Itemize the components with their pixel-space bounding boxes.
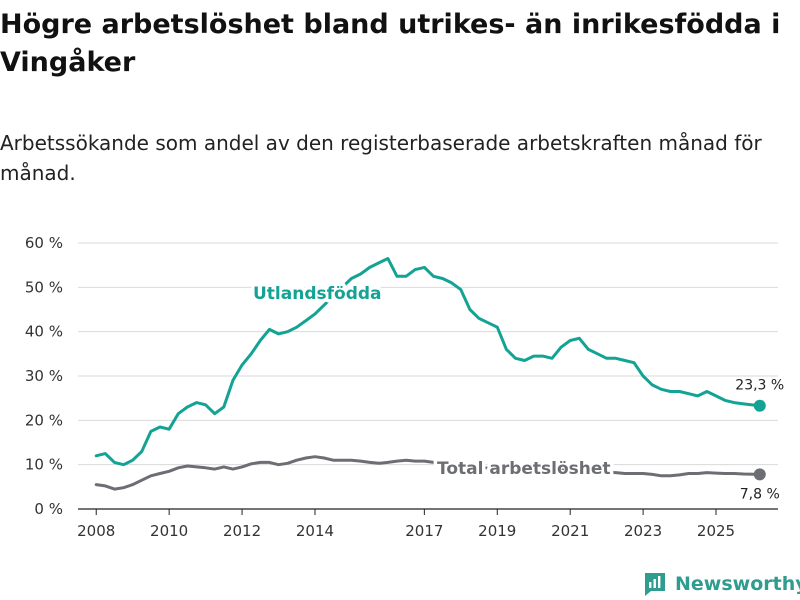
x-tick-label: 2021 xyxy=(551,522,589,540)
brand-footer: Newsworthy xyxy=(643,568,800,600)
x-axis: 2008 2010 2012 2014 2017 2019 2021 2023 2025 xyxy=(77,508,778,540)
y-tick-label: 30 % xyxy=(25,367,63,385)
x-tick-label: 2010 xyxy=(150,522,188,540)
y-tick-label: 40 % xyxy=(25,323,63,341)
series-line-total xyxy=(94,455,762,491)
line-chart: 0 % 10 % 20 % 30 % 40 % 50 % 60 % 2008 2010 2012… xyxy=(25,234,785,540)
y-tick-label: 10 % xyxy=(25,456,63,474)
x-tick-label: 2017 xyxy=(405,522,443,540)
series-line-utlandsfodda xyxy=(94,257,762,467)
x-tick-label: 2008 xyxy=(77,522,115,540)
x-tick-label: 2025 xyxy=(697,522,735,540)
grid-layer xyxy=(78,242,778,466)
brand-name: Newsworthy xyxy=(675,573,800,595)
series-label-utlandsfodda-halo: Utlandsfödda xyxy=(253,284,382,304)
y-axis: 0 % 10 % 20 % 30 % 40 % 50 % 60 % xyxy=(25,234,63,518)
y-tick-label: 20 % xyxy=(25,411,63,429)
chart-title: Högre arbetslöshet bland utrikes- än inr… xyxy=(0,9,781,78)
x-tick-label: 2019 xyxy=(478,522,516,540)
series-label-total: Total arbetslöshet xyxy=(437,459,611,479)
x-tick-label: 2014 xyxy=(296,522,334,540)
end-marker-total xyxy=(753,468,766,481)
y-tick-label: 50 % xyxy=(25,278,63,296)
y-tick-label: 60 % xyxy=(25,234,63,252)
series-layer xyxy=(94,257,766,491)
end-label-utlandsfodda: 23,3 % xyxy=(735,378,784,394)
label-layer: 23,3 %7,8 %UtlandsföddaUtlandsföddaTotal… xyxy=(250,281,785,503)
end-marker-utlandsfodda xyxy=(753,399,766,412)
series-label-utlandsfodda: Utlandsfödda xyxy=(253,284,382,304)
series-label-total-halo: Total arbetslöshet xyxy=(437,459,611,479)
y-tick-label: 0 % xyxy=(34,500,63,518)
x-tick-label: 2023 xyxy=(624,522,662,540)
newsworthy-logo-icon xyxy=(645,573,665,596)
end-label-total: 7,8 % xyxy=(740,486,780,502)
chart-subtitle: Arbetssökande som andel av den registerb… xyxy=(0,131,762,185)
x-tick-label: 2012 xyxy=(223,522,261,540)
